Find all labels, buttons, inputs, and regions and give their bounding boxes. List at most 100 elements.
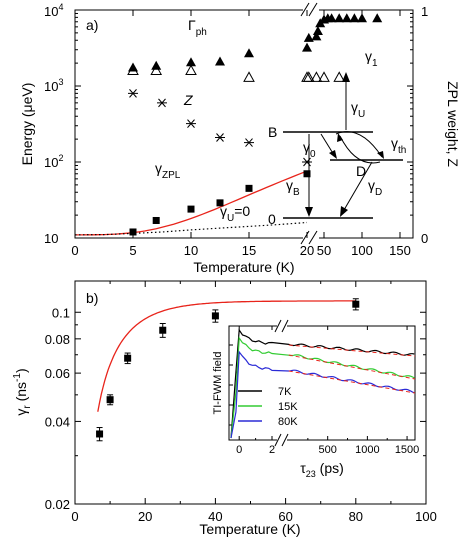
gamma-1-annotation: γ1: [365, 48, 378, 69]
gamma-r-point: [96, 427, 104, 442]
z-point-stroke: [216, 133, 224, 142]
legend-label-80K: 80K: [278, 416, 298, 428]
inset-xtick-label: 2: [269, 444, 275, 456]
a-xtick-label: 20: [300, 243, 314, 258]
a-y2-axis-label: ZPL weight, Z: [445, 81, 461, 167]
gamma-0-arrow: [320, 133, 335, 156]
panel-b-ticks: [74, 281, 427, 505]
panel-a-break-mark: [300, 2, 310, 17]
gamma-th-arrow: [335, 131, 383, 158]
a-xtick-label: 150: [389, 243, 411, 258]
z-point: [157, 98, 167, 108]
level-diagram: B D 0 γU γ0 γth γB γD: [268, 72, 406, 227]
level-d-label: D: [356, 163, 366, 179]
legend-label-7K: 7K: [278, 386, 292, 398]
a-xtick-label: 10: [184, 243, 198, 258]
inset-fit-7K: [288, 344, 416, 357]
gamma-ph-point: [215, 56, 225, 66]
inset-x-axis-label: τ23 (ps): [300, 460, 344, 479]
a-xtick-label: 5: [129, 243, 136, 258]
z-point: [128, 89, 138, 98]
a-xtick-label: 0: [71, 243, 78, 258]
gamma-ph-point: [302, 42, 312, 52]
gamma-r-fit-curve: [97, 300, 356, 412]
legend-label-15K: 15K: [278, 401, 298, 413]
b-ytick-label: 0.1: [52, 305, 70, 320]
b-ytick-label: 0.06: [45, 366, 70, 381]
b-ytick-label: 0.08: [45, 332, 70, 347]
gamma-ph-point: [311, 31, 322, 41]
gamma-th-return-arrowhead: [337, 133, 343, 142]
gamma-u0-dotted-curve: [74, 221, 308, 236]
inset-frame: [228, 325, 416, 441]
z-annotation: Z: [183, 92, 193, 108]
gamma-1-point: [301, 71, 313, 82]
panel-a-break-mark: [308, 230, 318, 245]
gamma-r-marker: [106, 396, 114, 404]
gamma-d-arrow: [343, 161, 373, 211]
gamma-r-marker: [124, 354, 132, 362]
b-xtick-label: 60: [278, 509, 292, 524]
panel-b: 0 20 40 60 80 1000.020.040.060.080.1 b) Tempe…: [12, 280, 437, 537]
z-point: [186, 119, 196, 128]
b-ytick-label: 0.02: [45, 497, 70, 512]
gamma-0-label: γ0: [303, 139, 316, 160]
z-point-stroke: [245, 138, 253, 147]
b-xtick-label: 80: [349, 509, 363, 524]
gamma-ph-point: [349, 13, 360, 23]
a-y2tick-label: 1: [421, 4, 428, 19]
gamma-zpl-point: [187, 205, 195, 213]
level-b-label: B: [268, 124, 277, 140]
gamma-zpl-point: [152, 216, 160, 224]
gamma-1-point: [185, 64, 197, 75]
gamma-zpl-fit-curve: [75, 170, 308, 236]
gamma-r-marker: [211, 312, 219, 320]
gamma-zpl-point: [129, 228, 137, 236]
a-y2tick-label: 0: [421, 231, 428, 246]
gamma-ph-point: [372, 13, 383, 23]
inset-xtick-label: 1500: [395, 444, 419, 456]
gamma-ph-point: [244, 48, 254, 58]
gamma-th-arrowhead: [377, 151, 384, 159]
gamma-r-point: [124, 352, 132, 365]
a-ytick-label: 104: [44, 2, 63, 19]
a-xtick-label: 15: [242, 243, 256, 258]
gamma-th-return-arrow: [339, 135, 381, 164]
gamma-ph-point: [341, 13, 352, 23]
panel-a-markers: [127, 13, 383, 236]
inset-break-mark: [274, 433, 282, 447]
gamma-ph-point: [334, 13, 345, 23]
b-xtick-label: 20: [138, 509, 152, 524]
gamma-ph-point: [312, 25, 323, 35]
inset-xtick-label: 1000: [355, 444, 379, 456]
inset-curve-80K: [230, 350, 415, 439]
z-point-stroke: [129, 89, 137, 98]
gamma-r-marker: [352, 300, 360, 308]
a-ytick-label: 103: [44, 77, 63, 94]
gamma-ph-point: [326, 13, 337, 23]
inset-y-axis-label: TI-FWM field: [212, 352, 224, 415]
b-xtick-label: 100: [415, 509, 437, 524]
z-point: [215, 133, 225, 142]
gamma-ph-point: [128, 62, 138, 72]
gamma-zpl-point: [216, 199, 224, 207]
gamma-1-point: [333, 71, 346, 82]
inset-curves: [230, 328, 416, 439]
a-ytick-label: 102: [44, 153, 63, 170]
panel-a-ticks: [74, 9, 413, 239]
a-xtick-label: 100: [351, 243, 373, 258]
panel-b-markers: [96, 298, 360, 442]
inset-fit-15K: [288, 354, 416, 380]
panel-a-axis-break-bottom: [303, 234, 319, 242]
b-y-axis-label: γr (ns-1): [12, 368, 33, 415]
panel-a-break-mark: [300, 230, 310, 245]
gamma-ph-point: [303, 32, 314, 42]
z-point: [244, 138, 254, 147]
gamma-ph-annotation: Γph: [188, 17, 207, 38]
gamma-1-point: [150, 64, 163, 75]
a-xtick-label: 50: [317, 243, 331, 258]
gamma-b-label: γB: [286, 177, 300, 198]
gamma-1-point: [318, 71, 330, 82]
gamma-1-point: [243, 71, 255, 82]
